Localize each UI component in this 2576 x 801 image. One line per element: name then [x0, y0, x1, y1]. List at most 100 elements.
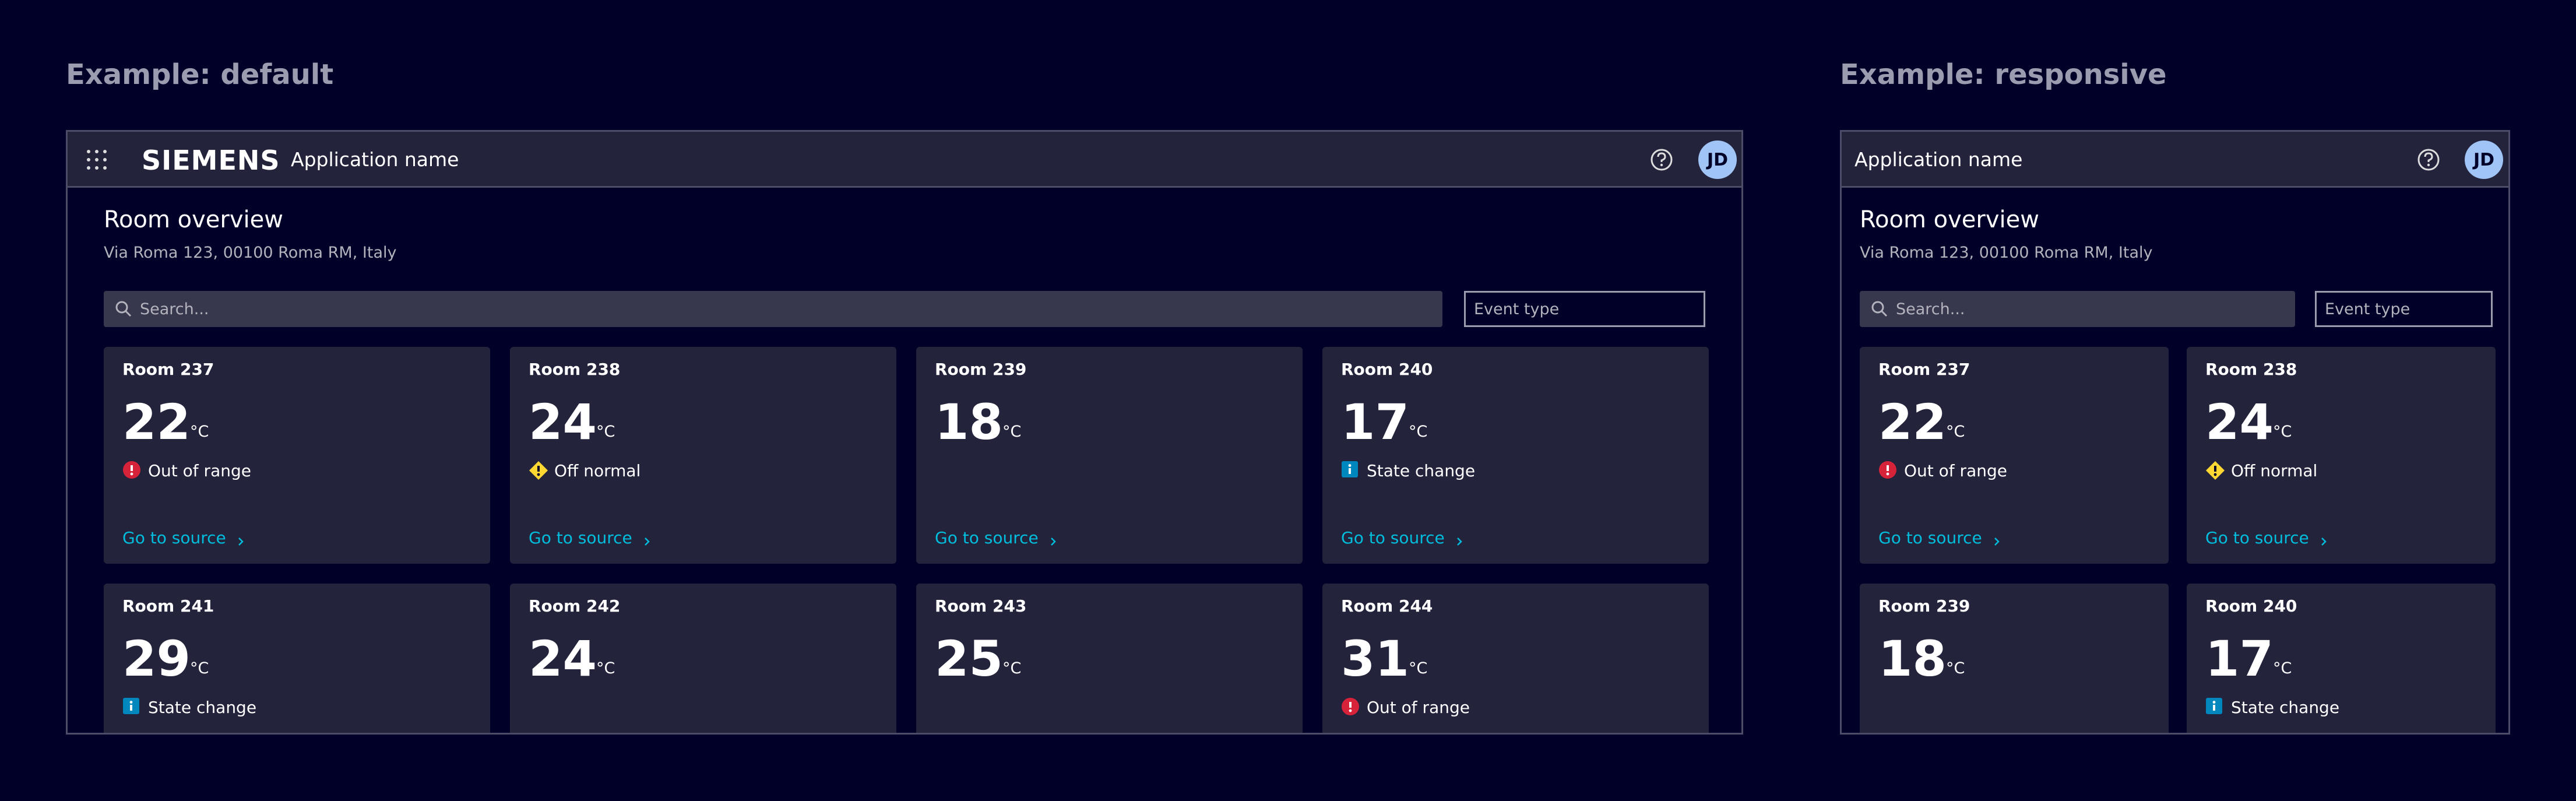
chevron-icon: [2320, 532, 2328, 546]
room-name: Room 237: [122, 360, 214, 379]
search-icon: [1870, 300, 1896, 318]
temperature-unit: °C: [2273, 423, 2292, 441]
room-name: Room 238: [529, 360, 621, 379]
chevron-icon: [237, 532, 245, 546]
app-switcher-icon[interactable]: [86, 149, 107, 173]
go-to-source-link[interactable]: Go to source: [935, 528, 1057, 547]
temperature: 24: [2205, 394, 2274, 451]
link-text: Go to source: [2205, 528, 2309, 547]
go-to-source-link[interactable]: Go to source: [1341, 528, 1463, 547]
room-name: Room 242: [529, 596, 621, 616]
link-text: Go to source: [122, 528, 226, 547]
temperature: 17: [1341, 394, 1409, 451]
temperature-unit: °C: [1002, 423, 1022, 441]
room-name: Room 240: [1341, 360, 1433, 379]
status-icon: [1341, 697, 1360, 718]
go-to-source-link[interactable]: Go to source: [2205, 528, 2328, 547]
room-name: Room 237: [1878, 360, 1970, 379]
status-text: State change: [2231, 698, 2340, 717]
status-icon: [529, 461, 548, 483]
room-card: Room 243 25 °C: [916, 584, 1303, 733]
temperature-unit: °C: [2273, 659, 2292, 677]
page-address: Via Roma 123, 00100 Roma RM, Italy: [1860, 244, 2153, 262]
link-text: Go to source: [529, 528, 632, 547]
status-icon: [122, 461, 141, 482]
go-to-source-link[interactable]: Go to source: [1878, 528, 2001, 547]
temperature: 24: [529, 394, 597, 451]
go-to-source-link[interactable]: Go to source: [122, 528, 245, 547]
temperature-unit: °C: [596, 423, 615, 441]
room-card: Room 238 24 °C Off normal Go to source: [510, 347, 896, 564]
room-card: Room 240 17 °C State change: [2187, 584, 2496, 733]
help-button[interactable]: [1650, 148, 1673, 174]
room-card: Room 238 24 °C Off normal Go to source: [2187, 347, 2496, 564]
page-address: Via Roma 123, 00100 Roma RM, Italy: [104, 244, 397, 262]
app-name: Application name: [1854, 148, 2023, 171]
temperature: 22: [122, 394, 191, 451]
example-label: Example: default: [66, 58, 334, 91]
room-name: Room 238: [2205, 360, 2297, 379]
room-name: Room 243: [935, 596, 1027, 616]
temperature: 17: [2205, 630, 2274, 687]
temperature-unit: °C: [190, 423, 209, 441]
chevron-icon: [1455, 532, 1463, 546]
status-icon: [1341, 461, 1359, 480]
status-text: Off normal: [2231, 461, 2318, 480]
temperature-unit: °C: [596, 659, 615, 677]
app-name: Application name: [291, 148, 459, 171]
room-card: Room 239 18 °C: [1860, 584, 2169, 733]
event-type-filter[interactable]: Event type: [1464, 291, 1705, 327]
status-text: Off normal: [554, 461, 641, 480]
status-text: State change: [148, 698, 257, 717]
user-avatar[interactable]: JD: [2465, 140, 2503, 179]
link-text: Go to source: [1341, 528, 1445, 547]
status-icon: [2205, 697, 2223, 717]
search-icon: [114, 300, 140, 318]
search-placeholder: Search...: [140, 300, 209, 318]
temperature-unit: °C: [1409, 659, 1428, 677]
room-name: Room 241: [122, 596, 214, 616]
temperature-unit: °C: [1946, 423, 1965, 441]
room-card: Room 241 29 °C State change: [104, 584, 490, 733]
room-name: Room 244: [1341, 596, 1433, 616]
event-type-filter[interactable]: Event type: [2315, 291, 2493, 327]
page-title: Room overview: [104, 206, 283, 233]
room-name: Room 239: [935, 360, 1027, 379]
room-card: Room 244 31 °C Out of range: [1322, 584, 1709, 733]
chevron-icon: [1993, 532, 2001, 546]
status-text: State change: [1367, 461, 1476, 480]
search-placeholder: Search...: [1896, 300, 1965, 318]
status-text: Out of range: [1367, 698, 1470, 717]
example-label: Example: responsive: [1840, 58, 2167, 91]
temperature-unit: °C: [1409, 423, 1428, 441]
status-text: Out of range: [148, 461, 251, 480]
status-icon: [1878, 461, 1897, 482]
chevron-icon: [1049, 532, 1057, 546]
brand-logo: SIEMENS: [142, 145, 280, 176]
app-frame: SIEMENS Application name JD Room overview Vi…: [66, 130, 1743, 735]
chevron-icon: [643, 532, 651, 546]
link-text: Go to source: [935, 528, 1039, 547]
room-card: Room 242 24 °C: [510, 584, 896, 733]
help-button[interactable]: [2417, 148, 2440, 174]
status-icon: [2205, 461, 2225, 483]
go-to-source-link[interactable]: Go to source: [529, 528, 651, 547]
app-header: SIEMENS Application name JD: [68, 132, 1741, 188]
app-header: Application name JD: [1842, 132, 2508, 188]
temperature: 18: [1878, 630, 1947, 687]
temperature-unit: °C: [1002, 659, 1022, 677]
room-name: Room 239: [1878, 596, 1970, 616]
user-avatar[interactable]: JD: [1698, 140, 1737, 179]
room-card: Room 237 22 °C Out of range Go to source: [104, 347, 490, 564]
search-input[interactable]: Search...: [1860, 291, 2295, 327]
page-title: Room overview: [1860, 206, 2039, 233]
room-card: Room 239 18 °C Go to source: [916, 347, 1303, 564]
room-card: Room 240 17 °C State change Go to source: [1322, 347, 1709, 564]
temperature: 22: [1878, 394, 1947, 451]
temperature: 31: [1341, 630, 1409, 687]
temperature-unit: °C: [1946, 659, 1965, 677]
search-input[interactable]: Search...: [104, 291, 1442, 327]
temperature: 18: [935, 394, 1003, 451]
status-icon: [122, 697, 140, 717]
